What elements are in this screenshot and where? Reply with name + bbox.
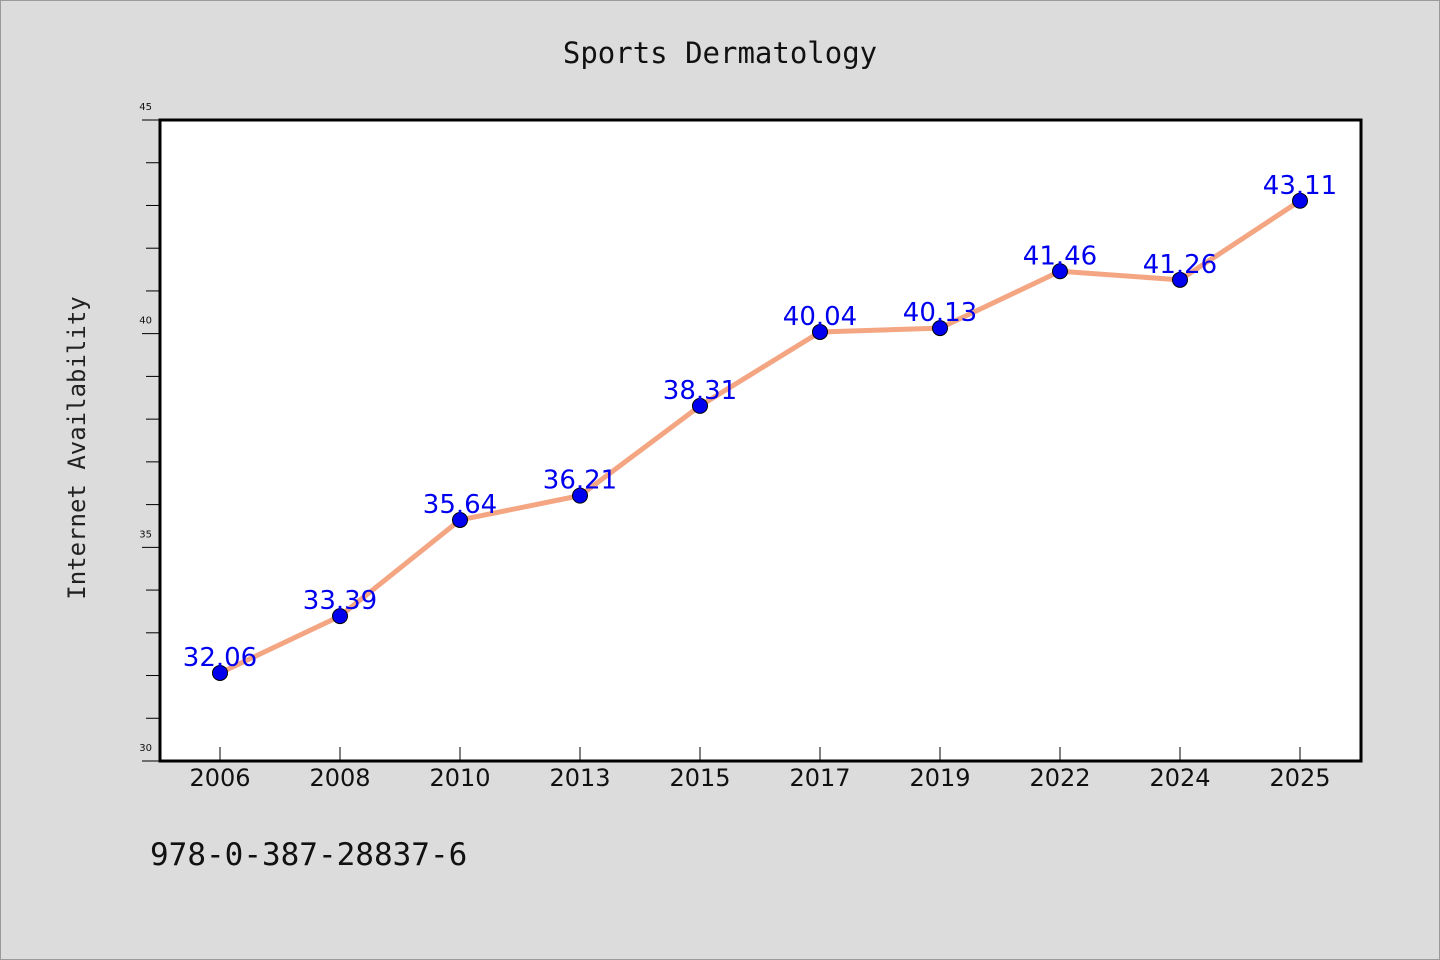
data-label: 35.64 xyxy=(423,490,497,520)
series-line xyxy=(217,198,1303,676)
data-point xyxy=(572,487,588,504)
data-point xyxy=(332,608,348,625)
data-label: 40.13 xyxy=(903,298,977,328)
axis-ticks: 30 35 40 45 2006 2008 2010 2013 2015 2017 2019 2022… xyxy=(139,102,1330,792)
data-point xyxy=(452,511,468,528)
data-point xyxy=(1292,192,1308,209)
y-tick-label: 45 xyxy=(139,102,152,113)
isbn-footer: 978-0-387-28837-6 xyxy=(150,837,467,873)
data-label: 40.04 xyxy=(783,302,857,332)
x-tick-label: 2010 xyxy=(429,764,490,792)
x-tick-label: 2024 xyxy=(1149,764,1210,792)
y-axis-label: Internet Availability xyxy=(63,296,91,599)
series-layer xyxy=(212,192,1308,681)
data-label: 43.11 xyxy=(1263,171,1337,201)
x-tick-label: 2006 xyxy=(189,764,250,792)
data-point xyxy=(1052,263,1068,280)
y-tick-label: 30 xyxy=(139,743,152,754)
data-point xyxy=(932,320,948,337)
data-point xyxy=(692,397,708,414)
data-label: 33.39 xyxy=(303,586,377,616)
y-tick-label: 40 xyxy=(139,316,152,327)
data-point xyxy=(212,664,228,681)
x-tick-label: 2022 xyxy=(1029,764,1090,792)
x-tick-label: 2025 xyxy=(1269,764,1330,792)
data-label: 41.46 xyxy=(1023,241,1097,271)
data-point xyxy=(812,323,828,340)
x-tick-label: 2015 xyxy=(669,764,730,792)
y-tick-label: 35 xyxy=(139,529,152,540)
x-tick-label: 2013 xyxy=(549,764,610,792)
data-label: 32.06 xyxy=(183,643,257,673)
data-label: 38.31 xyxy=(663,376,737,406)
data-labels: 32.06 33.39 35.64 36.21 38.31 40.04 40.13 41.46… xyxy=(183,171,1337,673)
data-label: 36.21 xyxy=(543,466,617,496)
x-tick-label: 2017 xyxy=(789,764,850,792)
x-tick-label: 2019 xyxy=(909,764,970,792)
data-label: 41.26 xyxy=(1143,250,1217,280)
chart-title: Sports Dermatology xyxy=(563,36,877,70)
x-tick-label: 2008 xyxy=(309,764,370,792)
plot-area xyxy=(158,118,1363,763)
data-point xyxy=(1172,271,1188,288)
